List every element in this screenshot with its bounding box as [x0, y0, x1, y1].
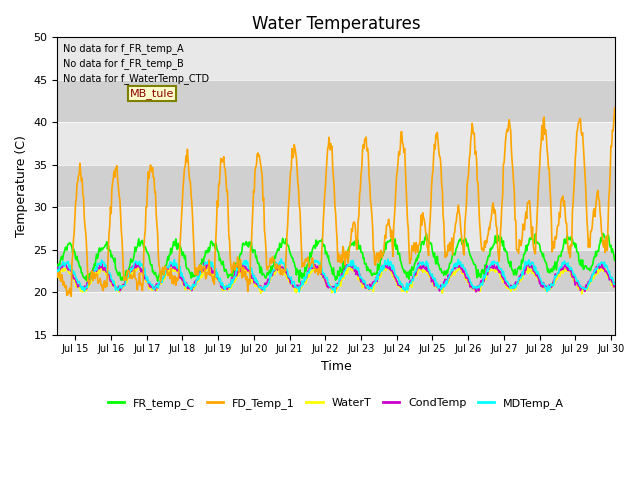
Text: MB_tule: MB_tule — [130, 88, 174, 99]
X-axis label: Time: Time — [321, 360, 351, 373]
Y-axis label: Temperature (C): Temperature (C) — [15, 135, 28, 237]
Text: No data for f_FR_temp_B: No data for f_FR_temp_B — [63, 58, 184, 69]
Bar — [58, 80, 614, 122]
Text: No data for f_FR_temp_A: No data for f_FR_temp_A — [63, 43, 184, 54]
Bar — [58, 165, 614, 207]
Title: Water Temperatures: Water Temperatures — [252, 15, 420, 33]
Text: No data for f_WaterTemp_CTD: No data for f_WaterTemp_CTD — [63, 73, 209, 84]
Bar — [58, 250, 614, 292]
Legend: FR_temp_C, FD_Temp_1, WaterT, CondTemp, MDTemp_A: FR_temp_C, FD_Temp_1, WaterT, CondTemp, … — [104, 394, 568, 414]
